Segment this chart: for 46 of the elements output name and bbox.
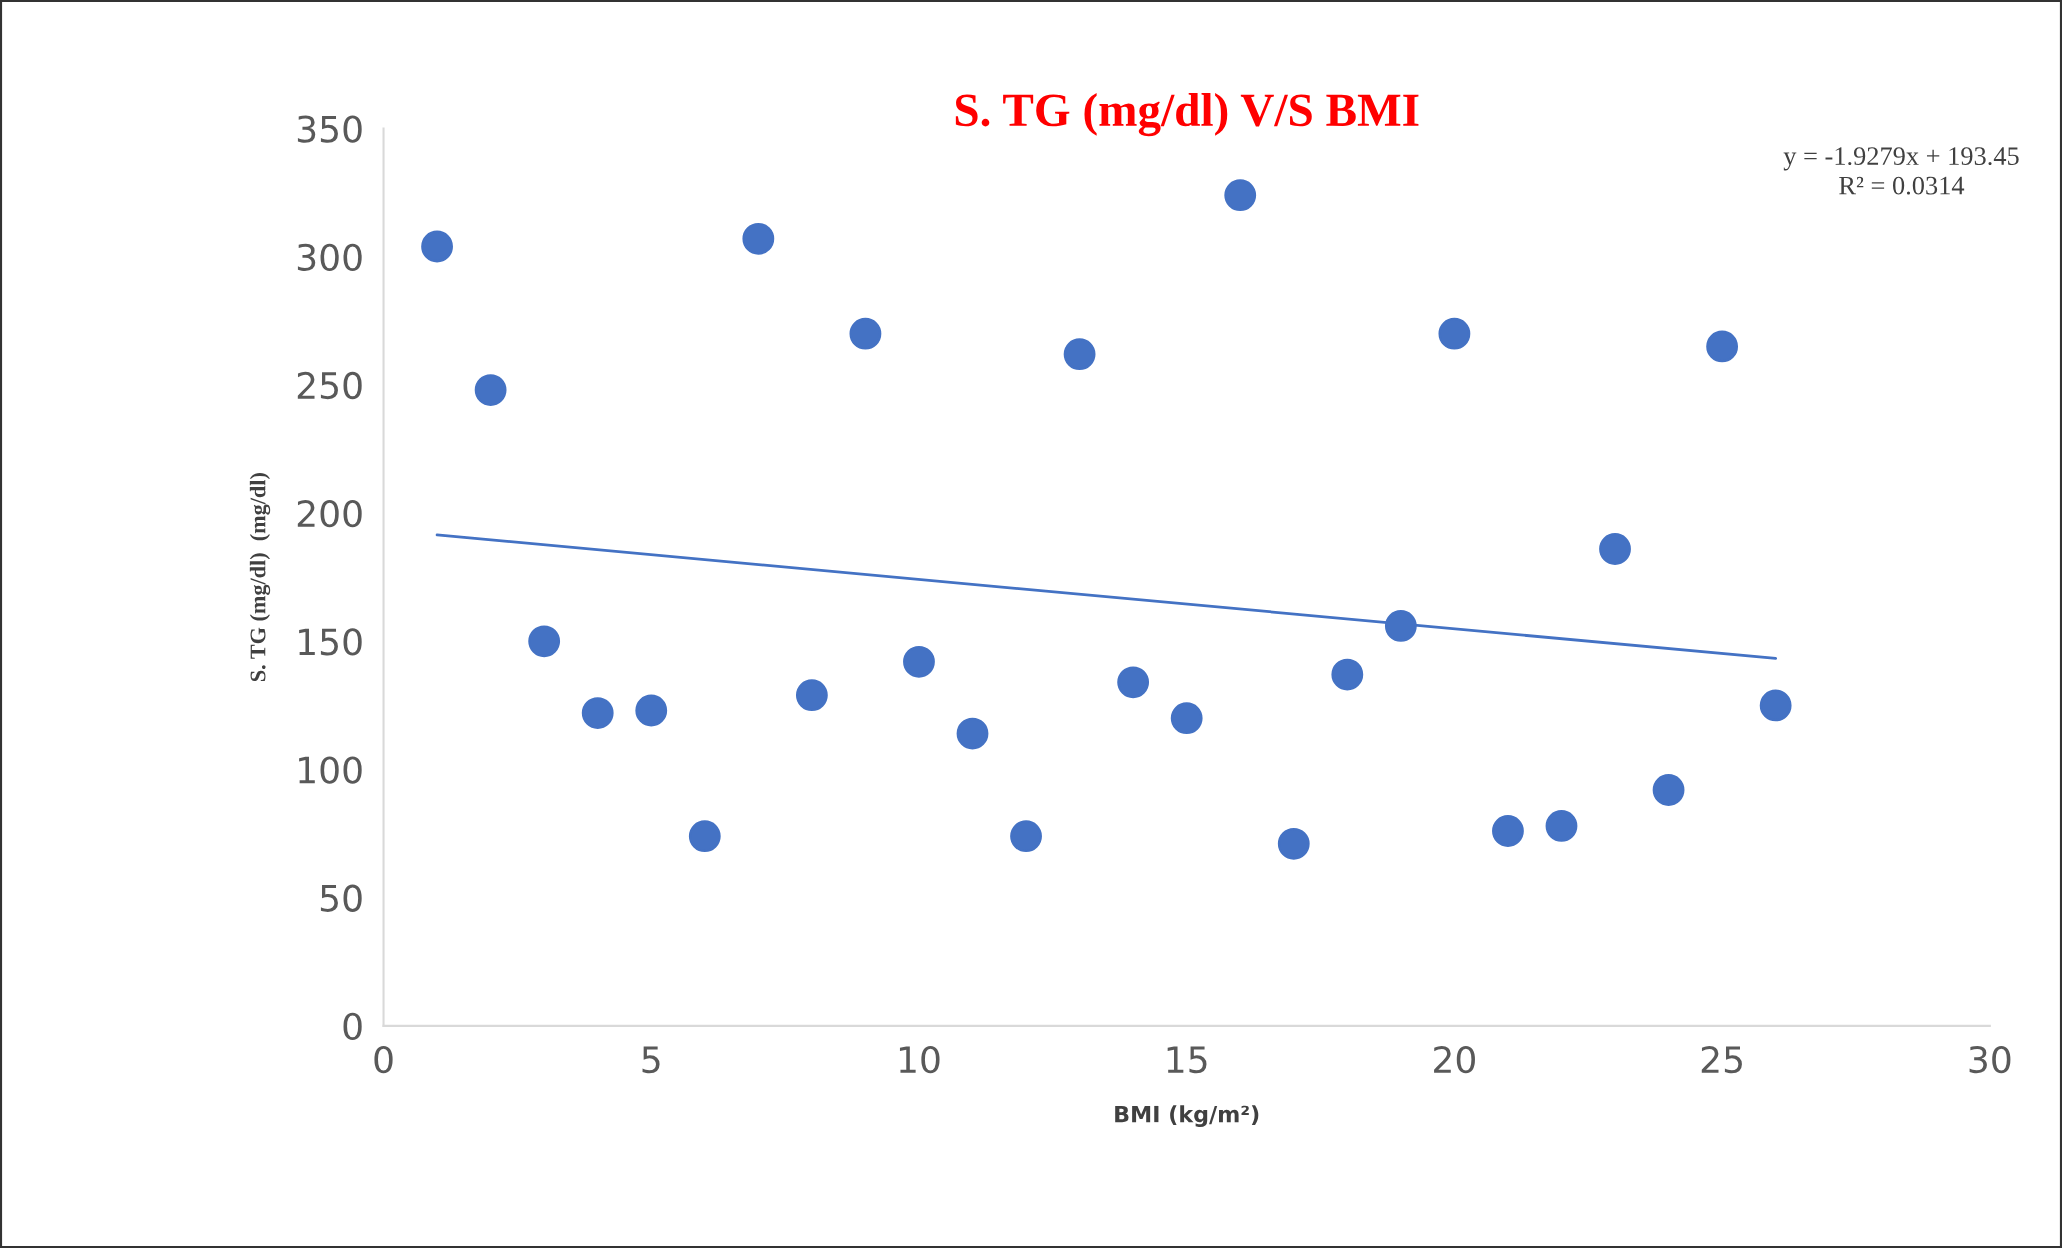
y-tick-label: 0 xyxy=(343,1012,362,1041)
x-tick-label: 10 xyxy=(899,1045,940,1074)
x-tick-label: 15 xyxy=(1167,1046,1207,1074)
point xyxy=(1063,338,1096,371)
point xyxy=(1652,774,1685,806)
y-tick-label: 250 xyxy=(297,371,362,400)
point xyxy=(421,230,453,263)
point xyxy=(1438,317,1471,350)
point xyxy=(635,694,668,727)
point xyxy=(1599,533,1631,565)
point xyxy=(1170,702,1203,735)
point xyxy=(1384,610,1417,642)
point xyxy=(1331,658,1364,691)
x-tick-label: 20 xyxy=(1434,1045,1475,1074)
point xyxy=(1545,809,1578,842)
point xyxy=(849,317,882,350)
point xyxy=(528,625,561,658)
point xyxy=(1759,689,1792,722)
chart-title: S. TG (mg/dl) V/S BMI xyxy=(955,93,1419,137)
y-tick-label: 300 xyxy=(297,243,362,271)
annotation: y = -1.9279x + 193.45 xyxy=(1783,147,2019,171)
point xyxy=(474,374,507,406)
x-axis-title: BMI (kg/m²) xyxy=(1115,1105,1259,1127)
point xyxy=(1706,330,1739,363)
x-tick-label: 5 xyxy=(642,1046,660,1074)
point xyxy=(742,222,775,255)
annotation: R² = 0.0314 xyxy=(1839,176,1965,195)
point xyxy=(956,717,989,750)
x-tick-label: 0 xyxy=(374,1045,393,1074)
point xyxy=(1492,815,1524,847)
point xyxy=(1010,820,1042,853)
point xyxy=(581,697,614,729)
y-tick-label: 100 xyxy=(299,756,362,784)
point xyxy=(688,820,721,853)
y-tick-label: 350 xyxy=(297,115,362,143)
y-tick-label: 150 xyxy=(299,628,362,656)
point xyxy=(1117,666,1150,699)
point xyxy=(1224,179,1257,212)
point xyxy=(795,679,828,712)
y-tick-label: 200 xyxy=(297,500,362,528)
point xyxy=(903,645,935,678)
point xyxy=(1277,827,1310,860)
x-tick-label: 30 xyxy=(1969,1045,2011,1074)
y-axis-title: S. TG (mg/dl) (mg/dl) xyxy=(249,473,271,682)
x-tick-label: 25 xyxy=(1701,1045,1742,1074)
y-tick-label: 50 xyxy=(320,884,362,912)
